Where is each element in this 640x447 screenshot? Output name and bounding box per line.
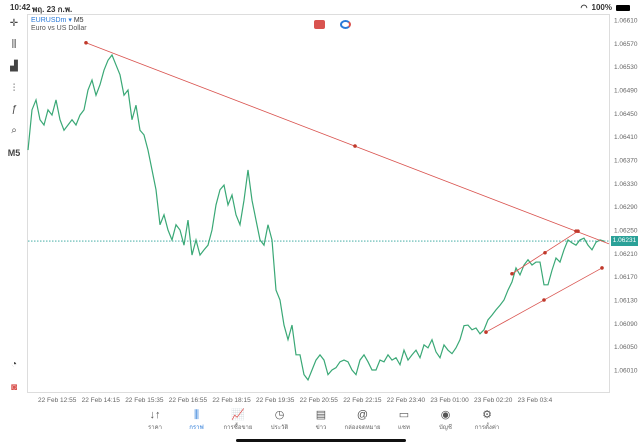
tab-label: กล่องจดหมาย xyxy=(344,425,381,431)
crosshair-icon[interactable]: ✛ xyxy=(9,18,19,29)
y-tick-label: 1.06090 xyxy=(614,321,638,328)
tab-chat[interactable]: ▭ แชท xyxy=(384,408,424,432)
status-date: พฤ. 23 ก.พ. xyxy=(32,5,73,14)
y-tick-label: 1.06610 xyxy=(614,18,638,25)
y-tick-label: 1.06210 xyxy=(614,251,638,258)
y-tick-label: 1.06330 xyxy=(614,181,638,188)
chart-icon: ⫼ xyxy=(193,409,200,421)
news-icon: ▤ xyxy=(315,409,327,421)
trendline-anchor xyxy=(600,266,604,270)
trendline-anchor xyxy=(543,250,547,255)
wifi-icon: ◠ xyxy=(580,3,588,12)
tab-chart[interactable]: ⫼ กราฟ xyxy=(177,408,217,432)
trendline-anchor xyxy=(353,144,357,148)
y-tick-label: 1.06570 xyxy=(614,41,638,48)
y-tick-label: 1.06290 xyxy=(614,204,638,211)
history-icon: ◷ xyxy=(274,409,285,421)
x-tick-label: 22 Feb 19:35 xyxy=(256,397,295,404)
quotes-icon: ↓↑ xyxy=(149,409,161,421)
tab-label: บัญชี xyxy=(439,425,452,431)
tab-label: กราฟ xyxy=(189,425,204,431)
symbol-name[interactable]: EURUSDm xyxy=(31,17,67,24)
chart-area[interactable] xyxy=(27,14,610,393)
settings-icon: ⚙ xyxy=(482,409,492,421)
y-tick-label: 1.06410 xyxy=(614,134,638,141)
one-click-trading-icon[interactable] xyxy=(314,20,325,29)
timeframe-label: M5 xyxy=(73,17,84,24)
shapes-icon[interactable]: ⌕ xyxy=(11,125,17,136)
tab-label: แชท xyxy=(398,425,410,431)
trendline-anchor xyxy=(84,40,88,45)
x-tick-label: 22 Feb 16:55 xyxy=(169,397,208,404)
tab-settings[interactable]: ⚙ การตั้งค่า xyxy=(467,408,507,432)
symbol-header: EURUSDm ▾ M5 Euro vs US Dollar xyxy=(31,16,87,32)
x-tick-label: 22 Feb 15:35 xyxy=(125,397,164,404)
speedometer-icon[interactable]: ◔ xyxy=(10,359,18,370)
y-tick-label: 1.06530 xyxy=(614,64,638,71)
x-tick-label: 23 Feb 01:00 xyxy=(430,397,469,404)
battery-percent: 100% xyxy=(591,3,612,12)
trendline-anchor xyxy=(542,298,546,302)
objects-icon[interactable]: ⫶ xyxy=(12,83,16,94)
x-tick-label: 22 Feb 18:15 xyxy=(212,397,251,404)
tab-label: ข่าว xyxy=(315,425,327,431)
y-tick-label: 1.06050 xyxy=(614,344,638,351)
chart-type-icon[interactable]: ⫼ xyxy=(11,39,17,50)
current-price-tag: 1.06231 xyxy=(611,236,638,246)
status-bar: 10:42 พฤ. 23 ก.พ. ◠ 100% xyxy=(0,0,640,14)
tab-mailbox[interactable]: @ กล่องจดหมาย xyxy=(343,408,383,432)
price-series-line xyxy=(27,53,605,382)
x-tick-label: 22 Feb 20:55 xyxy=(300,397,339,404)
x-tick-label: 23 Feb 02:20 xyxy=(474,397,513,404)
x-tick-label: 22 Feb 23:40 xyxy=(387,397,426,404)
signal-icon[interactable] xyxy=(340,20,351,29)
tab-trade[interactable]: 📈 การซื้อขาย xyxy=(218,408,258,432)
timeframe-button[interactable]: M5 xyxy=(7,148,21,158)
x-tick-label: 22 Feb 22:15 xyxy=(343,397,382,404)
tab-news[interactable]: ▤ ข่าว xyxy=(301,408,341,432)
symbol-description: Euro vs US Dollar xyxy=(31,25,87,32)
account-icon: ◉ xyxy=(440,409,451,421)
y-tick-label: 1.06130 xyxy=(614,297,638,304)
tab-history[interactable]: ◷ ประวัติ xyxy=(260,408,300,432)
x-tick-label: 22 Feb 12:55 xyxy=(38,397,77,404)
trendline-anchor xyxy=(484,330,488,334)
tab-account[interactable]: ◉ บัญชี xyxy=(426,408,466,432)
tab-label: ราคา xyxy=(148,425,162,431)
indicators-icon[interactable]: ▟ xyxy=(10,61,18,72)
tab-label: การตั้งค่า xyxy=(474,425,500,431)
y-tick-label: 1.06170 xyxy=(614,274,638,281)
y-tick-label: 1.06250 xyxy=(614,227,638,234)
status-time: 10:42 xyxy=(10,3,31,12)
battery-icon xyxy=(616,4,630,11)
trade-panel-icon[interactable]: ◙ xyxy=(10,382,18,393)
mailbox-icon: @ xyxy=(356,409,369,421)
chat-icon: ▭ xyxy=(398,409,410,421)
home-indicator xyxy=(236,439,406,442)
y-tick-label: 1.06450 xyxy=(614,111,638,118)
tab-quotes[interactable]: ↓↑ ราคา xyxy=(135,408,175,432)
tab-label: ประวัติ xyxy=(270,425,289,431)
x-tick-label: 23 Feb 03:4 xyxy=(518,397,553,404)
y-tick-label: 1.06010 xyxy=(614,367,638,374)
y-tick-label: 1.06490 xyxy=(614,87,638,94)
y-tick-label: 1.06370 xyxy=(614,157,638,164)
function-icon[interactable]: ƒ xyxy=(11,104,17,115)
chevron-down-icon[interactable]: ▾ xyxy=(68,17,72,24)
trendline-anchor xyxy=(576,229,580,233)
trade-icon: 📈 xyxy=(231,409,245,421)
x-tick-label: 22 Feb 14:15 xyxy=(82,397,121,404)
left-toolbar: ✛ ⫼ ▟ ⫶ ƒ ⌕ M5 ◔ ◙ xyxy=(0,14,27,394)
trendline xyxy=(85,42,610,245)
tab-label: การซื้อขาย xyxy=(223,425,253,431)
trendline-anchor xyxy=(510,271,514,276)
